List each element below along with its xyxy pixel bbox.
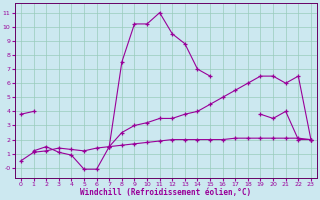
X-axis label: Windchill (Refroidissement éolien,°C): Windchill (Refroidissement éolien,°C) bbox=[80, 188, 252, 197]
